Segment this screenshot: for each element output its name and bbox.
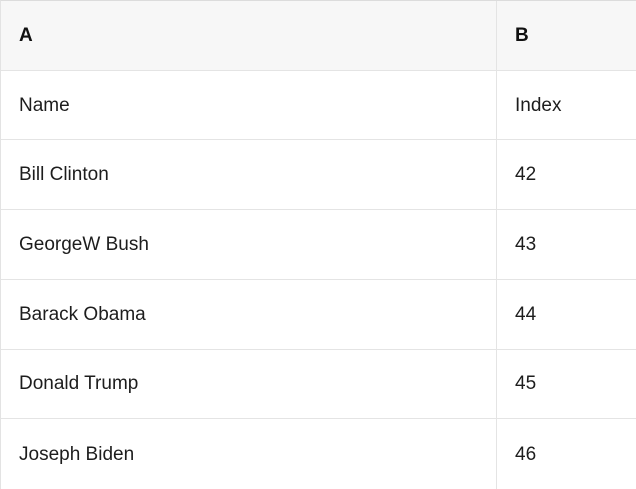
- table-row: Bill Clinton 42: [1, 140, 636, 211]
- cell-text: Donald Trump: [19, 373, 139, 395]
- cell-index[interactable]: 46: [497, 419, 636, 489]
- cell-name[interactable]: Bill Clinton: [1, 140, 497, 210]
- cell-index[interactable]: 44: [497, 280, 636, 349]
- cell-text: 46: [515, 443, 537, 465]
- cell-text: GeorgeW Bush: [19, 233, 149, 255]
- cell-text: 45: [515, 373, 537, 395]
- cell-text: Index: [515, 94, 562, 116]
- column-header-a-label: A: [19, 24, 33, 46]
- cell-name[interactable]: Donald Trump: [1, 349, 497, 419]
- cell-text: 43: [515, 233, 537, 255]
- column-header-a[interactable]: A: [1, 1, 497, 70]
- table-row: GeorgeW Bush 43: [1, 210, 636, 280]
- table-row: Name Index: [1, 70, 636, 141]
- cell-text: Name: [19, 94, 70, 116]
- cell-text: 42: [515, 164, 537, 186]
- cell-text: 44: [515, 303, 537, 325]
- cell-index[interactable]: 43: [497, 210, 636, 279]
- table-row: Donald Trump 45: [1, 349, 636, 420]
- cell-text: Bill Clinton: [19, 164, 109, 186]
- cell-index[interactable]: 42: [497, 140, 636, 209]
- column-header-b-label: B: [515, 24, 529, 46]
- cell-name[interactable]: Joseph Biden: [1, 419, 497, 489]
- table-row: Barack Obama 44: [1, 279, 636, 350]
- table-row: Joseph Biden 46: [1, 419, 636, 489]
- cell-name[interactable]: GeorgeW Bush: [1, 210, 497, 279]
- cell-index[interactable]: 45: [497, 350, 636, 419]
- cell-name-header[interactable]: Name: [1, 70, 497, 140]
- cell-text: Joseph Biden: [19, 443, 135, 465]
- cell-text: Barack Obama: [19, 303, 146, 325]
- table-header-row: A B: [1, 1, 636, 71]
- cell-index-header[interactable]: Index: [497, 71, 636, 140]
- cell-name[interactable]: Barack Obama: [1, 279, 497, 349]
- column-header-b[interactable]: B: [497, 1, 636, 70]
